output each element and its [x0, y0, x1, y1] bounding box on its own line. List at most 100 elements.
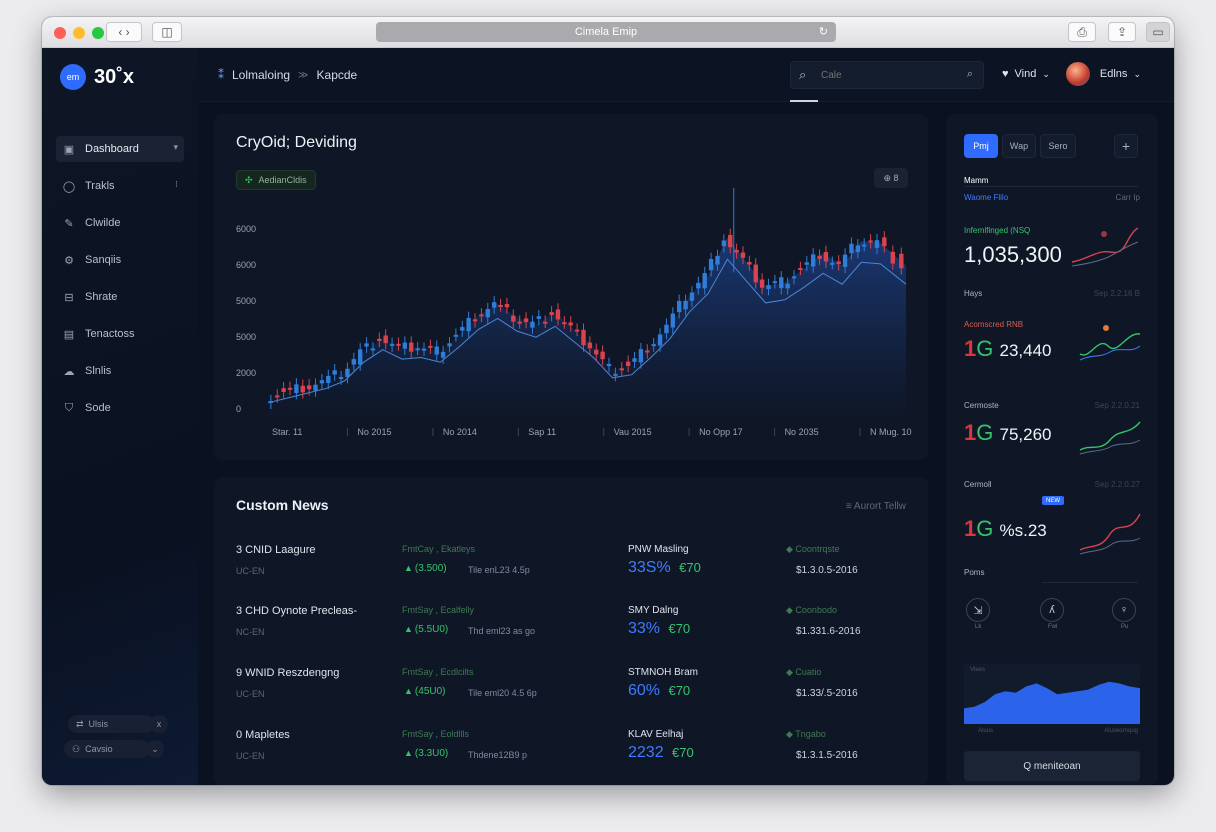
sidebar-footer-ulsis[interactable]: ⇄ Ulsis x — [68, 715, 168, 733]
breadcrumb-item[interactable]: Lolmaloing — [232, 68, 291, 82]
candle — [504, 304, 510, 308]
sidebar-item-sode[interactable]: ⛉ Sode — [56, 395, 184, 421]
sidebar-item-dashboard[interactable]: ▣ Dashboard ▾ — [56, 136, 184, 162]
sidebar-item-tenactoss[interactable]: ▤ Tenactoss — [56, 321, 184, 347]
candle — [345, 368, 350, 378]
news-row[interactable]: 3 CHD Oynote Precleas- NC-EN FmtSay , Ec… — [236, 605, 916, 651]
icon-label: Fwl — [1048, 624, 1058, 630]
news-name[interactable]: 3 CNID Laagure — [236, 544, 316, 556]
sidebar-item-shrate[interactable]: ⊟ Shrate — [56, 284, 184, 310]
news-change: ▲ (3.3U0) — [404, 748, 448, 759]
zoom-window-button[interactable] — [92, 27, 104, 39]
chart-filter-chip[interactable]: ✣ AedianCldis — [236, 170, 316, 190]
up-triangle-icon: ▲ — [404, 748, 413, 758]
sidebar-item-trakls[interactable]: ◯ Trakls ⁝ — [56, 173, 184, 199]
url-text: Cimela Emip — [574, 26, 638, 38]
candle — [721, 240, 727, 247]
sidebar-footer-cavsio[interactable]: ⚇ Cavsio ⌄ — [64, 740, 164, 758]
chat-icon: ◯ — [62, 180, 76, 193]
panel-header-right[interactable]: Carr Ip — [1115, 193, 1140, 202]
breadcrumb-icon: ⁑ — [218, 68, 224, 82]
sidebar-toggle-icon[interactable]: ▭ — [1146, 22, 1170, 42]
cloud-icon: ☁ — [63, 365, 75, 378]
candle — [517, 321, 522, 324]
notif-label[interactable]: Vind — [1014, 68, 1037, 80]
news-status: ◆ Coonbodo — [786, 605, 837, 615]
candle — [817, 255, 822, 259]
news-sub: UC-EN — [236, 689, 265, 699]
avatar[interactable] — [1065, 62, 1090, 86]
chevron-down-icon[interactable]: ⌄ — [146, 740, 164, 758]
candle — [587, 342, 593, 349]
card-value-number: %s.23 — [999, 521, 1047, 540]
back-forward-button[interactable]: ‹ › — [106, 22, 142, 42]
candle — [882, 237, 887, 247]
candle — [357, 349, 363, 365]
candle — [479, 314, 484, 317]
close-icon[interactable]: x — [150, 715, 168, 733]
monitor-button[interactable]: Q meniteoan — [964, 751, 1140, 781]
candle — [287, 387, 293, 390]
search-input[interactable] — [821, 67, 951, 83]
news-view-all-link[interactable]: ≡ Aurort Tellw — [845, 501, 906, 512]
hand-icon[interactable]: ʎ — [1040, 598, 1064, 622]
add-button[interactable]: + — [1114, 134, 1138, 158]
y-tick-label: 5000 — [236, 296, 256, 306]
tab-wap[interactable]: Wap — [1002, 134, 1036, 158]
search-box[interactable]: ⌕ ⌕ — [790, 61, 984, 89]
brand-logo[interactable]: em 30˚x — [60, 64, 134, 90]
close-window-button[interactable] — [54, 27, 66, 39]
news-row[interactable]: 3 CNID Laagure UC-EN FmtCay , Ekatleys ▲… — [236, 544, 916, 590]
breadcrumb-item[interactable]: Kapcde — [316, 68, 358, 82]
sidebar-item-sanqiis[interactable]: ⚙ Sanqiis — [56, 247, 184, 273]
tab-sero[interactable]: Sero — [1040, 134, 1076, 158]
new-tab-icon[interactable]: ⇪ — [1108, 22, 1136, 42]
candle — [899, 253, 904, 269]
chevron-down-icon[interactable]: ⌄ — [1042, 68, 1050, 79]
news-name[interactable]: 3 CHD Oynote Precleas- — [236, 605, 358, 617]
candle — [491, 302, 497, 308]
candle — [823, 251, 829, 262]
search-submit-icon[interactable]: ⌕ — [966, 68, 973, 80]
tab-pmj[interactable]: Pmj — [964, 134, 998, 158]
candle — [364, 343, 369, 347]
news-name[interactable]: 9 WNID Reszdengng — [236, 667, 340, 679]
candle — [759, 279, 765, 288]
user-name[interactable]: Edlns — [1099, 68, 1128, 80]
candle — [874, 240, 880, 248]
candle — [536, 316, 542, 319]
x-tick-label: Star. 11 — [272, 427, 302, 437]
chart-options-button[interactable]: ⊕ 8 — [874, 168, 908, 188]
sidebar-item-slnlis[interactable]: ☁ Slnlis — [56, 358, 184, 384]
candle — [600, 351, 605, 360]
price-chart[interactable]: 6000 6000 5000 5000 2000 0 Star. 11 No 2015 No 2… — [214, 114, 928, 460]
news-change-value: (5.5U0) — [414, 624, 449, 635]
x-tick-label: No 2014 — [443, 427, 477, 437]
candle — [830, 262, 835, 265]
panel-header-left[interactable]: Waome Flilo — [964, 193, 1009, 202]
news-date: $1.331.6-2016 — [796, 626, 861, 637]
y-tick-label: 0 — [236, 404, 241, 414]
candle — [485, 309, 490, 318]
tabs-overview-icon[interactable]: ◫ — [152, 22, 182, 42]
share-icon[interactable]: ⎙ — [1068, 22, 1096, 42]
news-row[interactable]: 0 Mapletes UC-EN FmtSay , Eoldllls ▲ (3.3… — [236, 729, 916, 775]
icon-label: Lk — [975, 624, 982, 630]
news-change-value: (3.3U0) — [414, 748, 449, 759]
reload-icon[interactable]: ↻ — [818, 26, 828, 38]
mini-area-chart[interactable] — [964, 664, 1140, 724]
candle — [389, 343, 395, 346]
candle — [766, 285, 771, 290]
news-name[interactable]: 0 Mapletes — [236, 729, 290, 741]
heart-icon[interactable]: ♥ — [1002, 68, 1009, 80]
lock-icon[interactable]: ⇲ — [966, 598, 990, 622]
minimize-window-button[interactable] — [73, 27, 85, 39]
candle — [728, 234, 733, 248]
url-bar[interactable]: Cimela Emip ↻ — [376, 22, 836, 42]
news-row[interactable]: 9 WNID Reszdengng UC-EN FmtSay , Ecdlcil… — [236, 667, 916, 713]
dashboard-icon: ▣ — [63, 143, 75, 156]
sidebar-item-clwilde[interactable]: ✎ Clwilde — [56, 210, 184, 236]
news-change-value: (3.500) — [414, 563, 447, 574]
bell-icon[interactable]: ♀ — [1112, 598, 1136, 622]
chevron-down-icon[interactable]: ⌄ — [1133, 68, 1141, 79]
